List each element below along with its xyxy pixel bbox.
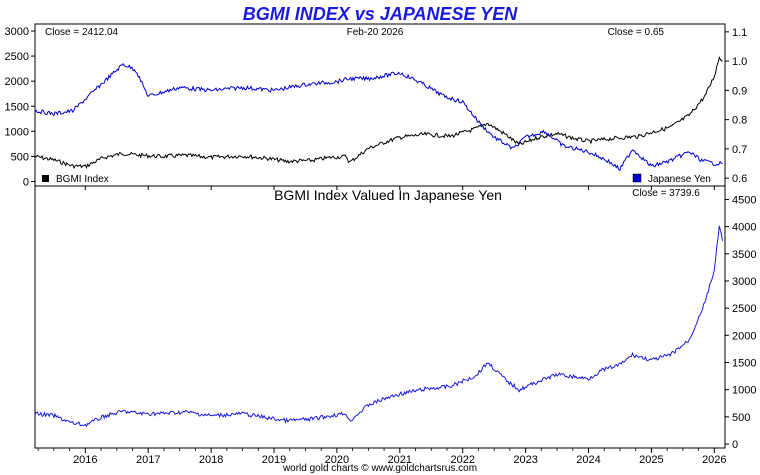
bgmi-in-yen-line	[34, 225, 723, 428]
right-tick-label: 1.0	[732, 56, 747, 68]
x-tick-label: 2024	[576, 454, 600, 466]
x-tick-label: 2017	[136, 454, 160, 466]
left-tick-label: 500	[11, 151, 29, 163]
top-date: Feb-20 2026	[347, 27, 404, 38]
x-tick-label: 2016	[73, 454, 97, 466]
bottom-right-tick-label: 1000	[732, 385, 756, 397]
bottom-right-tick-label: 4000	[732, 222, 756, 234]
bottom-title: BGMI Index Valued In Japanese Yen	[274, 187, 502, 203]
right-tick-label: 0.9	[732, 85, 747, 97]
axes-layer: 2016 2017 2018 2019 2020 2021 2022 2023 2024 2025…	[5, 26, 757, 466]
x-tick-label: 2022	[450, 454, 474, 466]
x-tick-label: 2026	[702, 454, 726, 466]
legend-bgmi-swatch	[42, 175, 49, 182]
bottom-right-tick-label: 3000	[732, 276, 756, 288]
bottom-right-tick-label: 2000	[732, 330, 756, 342]
x-tick-label: 2021	[388, 454, 412, 466]
bottom-panel-frame	[34, 185, 726, 449]
x-tick-label: 2020	[325, 454, 349, 466]
x-tick-label: 2025	[639, 454, 663, 466]
right-tick-label: 0.7	[732, 144, 747, 156]
left-tick-label: 2000	[5, 76, 29, 88]
footer-credit: world gold charts © www.goldchartsrus.co…	[282, 463, 477, 474]
bottom-right-tick-label: 3500	[732, 249, 756, 261]
right-tick-label: 0.8	[732, 115, 747, 127]
left-tick-label: 3000	[5, 26, 29, 38]
right-tick-label: 0.6	[732, 173, 747, 185]
chart-title: BGMI INDEX vs JAPANESE YEN	[243, 4, 518, 24]
legend-bgmi-label: BGMI Index	[56, 174, 109, 185]
bottom-right-tick-label: 500	[732, 412, 750, 424]
left-tick-label: 1000	[5, 126, 29, 138]
legend-yen-label: Japanese Yen	[648, 174, 711, 185]
top-panel-frame	[34, 23, 726, 187]
right-tick-label: 1.1	[732, 27, 747, 39]
x-tick-label: 2023	[513, 454, 537, 466]
bgmi-index-line	[34, 56, 723, 170]
legend-yen-swatch	[632, 173, 642, 183]
x-tick-label: 2019	[262, 454, 286, 466]
series-layer	[34, 56, 723, 428]
left-tick-label: 2500	[5, 51, 29, 63]
left-tick-label: 0	[23, 176, 29, 188]
top-close-right: Close = 0.65	[608, 27, 665, 38]
x-tick-label: 2018	[199, 454, 223, 466]
bottom-right-tick-label: 4500	[732, 194, 756, 206]
bottom-right-tick-label: 1500	[732, 357, 756, 369]
top-close-left: Close = 2412.04	[45, 27, 119, 38]
japanese-yen-line	[34, 62, 723, 172]
bottom-right-tick-label: 2500	[732, 303, 756, 315]
left-tick-label: 1500	[5, 101, 29, 113]
bottom-right-tick-label: 0	[732, 439, 738, 451]
bottom-close: Close = 3739.6	[632, 188, 700, 199]
